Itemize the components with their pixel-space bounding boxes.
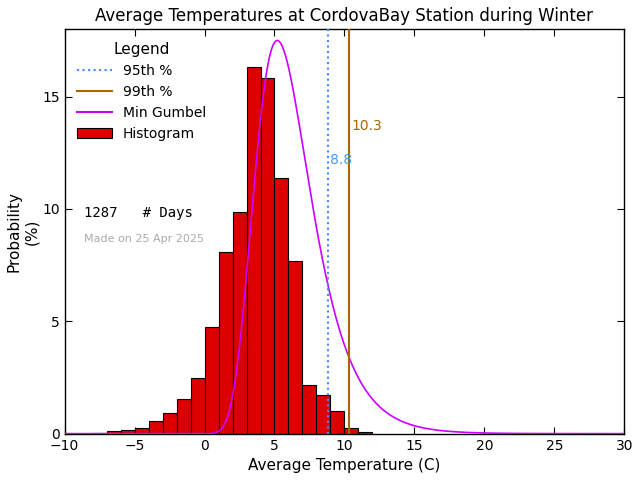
- Bar: [107, 432, 120, 433]
- Y-axis label: Probability
(%): Probability (%): [7, 191, 39, 272]
- Bar: [177, 398, 191, 433]
- Legend: 95th %, 99th %, Min Gumbel, Histogram: 95th %, 99th %, Min Gumbel, Histogram: [72, 36, 212, 146]
- Bar: [93, 432, 107, 433]
- Bar: [163, 412, 177, 433]
- Bar: [358, 432, 372, 433]
- Bar: [134, 429, 148, 433]
- Bar: [344, 429, 358, 433]
- Bar: [246, 67, 260, 433]
- Text: Made on 25 Apr 2025: Made on 25 Apr 2025: [84, 234, 204, 243]
- Title: Average Temperatures at CordovaBay Station during Winter: Average Temperatures at CordovaBay Stati…: [95, 7, 593, 25]
- X-axis label: Average Temperature (C): Average Temperature (C): [248, 458, 441, 473]
- Bar: [218, 252, 232, 433]
- Text: 8.8: 8.8: [330, 153, 353, 167]
- Text: 1287   # Days: 1287 # Days: [84, 206, 193, 220]
- Bar: [232, 212, 246, 433]
- Bar: [260, 78, 275, 433]
- Bar: [289, 261, 303, 433]
- Bar: [303, 384, 316, 433]
- Bar: [275, 178, 289, 433]
- Bar: [316, 395, 330, 433]
- Bar: [205, 327, 218, 433]
- Bar: [191, 378, 205, 433]
- Bar: [330, 411, 344, 433]
- Text: 10.3: 10.3: [351, 120, 382, 133]
- Bar: [148, 421, 163, 433]
- Bar: [120, 430, 134, 433]
